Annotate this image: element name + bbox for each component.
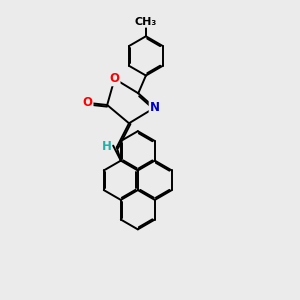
Text: O: O (110, 72, 119, 85)
Text: CH₃: CH₃ (135, 17, 157, 27)
Text: O: O (82, 96, 92, 109)
Text: N: N (150, 101, 160, 114)
Text: H: H (101, 140, 111, 153)
